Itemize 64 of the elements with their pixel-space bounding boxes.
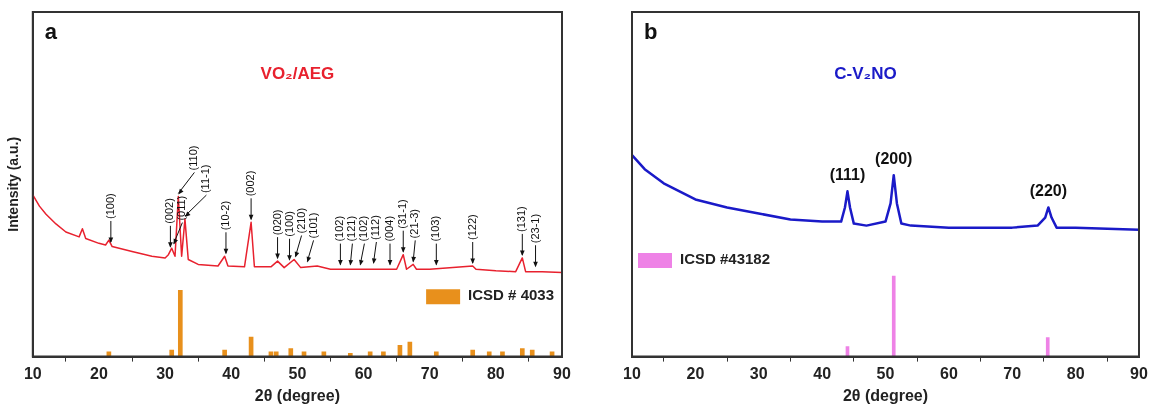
bar bbox=[273, 351, 279, 357]
annotation: (011) bbox=[175, 195, 188, 221]
annotation: (110) bbox=[187, 145, 200, 171]
annotation: (23-1) bbox=[528, 213, 541, 244]
annotation: (122) bbox=[465, 214, 478, 240]
x-tick-label: 10 bbox=[23, 364, 42, 382]
annotation: (10-2) bbox=[218, 200, 231, 231]
legend-label: ICSD #43182 bbox=[680, 250, 771, 268]
text: b bbox=[644, 19, 658, 45]
bar bbox=[381, 351, 386, 357]
annotation: (121) bbox=[345, 215, 358, 242]
x-tick-label: 10 bbox=[623, 364, 641, 382]
annotation: (11-1) bbox=[199, 164, 212, 194]
text: a bbox=[44, 19, 58, 45]
annotation: (31-1) bbox=[396, 199, 409, 229]
legend-label: ICSD # 4033 bbox=[468, 286, 555, 304]
x-axis-title: 2θ (degree) bbox=[842, 386, 929, 404]
x-tick-label: 40 bbox=[222, 364, 241, 382]
x-tick-label: 50 bbox=[876, 364, 895, 382]
annotation: (102) bbox=[333, 215, 346, 242]
x-tick-label: 20 bbox=[686, 364, 705, 382]
chart-title: C-V₂NO bbox=[834, 63, 897, 83]
x-tick-label: 80 bbox=[486, 364, 505, 382]
annotation: (112) bbox=[369, 215, 382, 240]
annotation: (102) bbox=[357, 215, 370, 242]
annotation: (002) bbox=[163, 198, 176, 224]
annotation: (101) bbox=[306, 212, 319, 239]
annotation: (131) bbox=[515, 206, 528, 232]
bar bbox=[500, 351, 505, 357]
bar bbox=[177, 289, 183, 357]
bar bbox=[222, 349, 227, 357]
bar bbox=[433, 351, 439, 357]
annotation: (002) bbox=[244, 170, 257, 197]
x-tick-label: 20 bbox=[90, 364, 108, 382]
x-tick-label: 80 bbox=[1066, 364, 1085, 382]
x-tick-label: 60 bbox=[354, 364, 373, 382]
chart-title: VO₂/AEG bbox=[260, 63, 335, 83]
bar bbox=[288, 348, 294, 357]
annotation: (210) bbox=[294, 207, 307, 234]
annotation: (100) bbox=[282, 211, 295, 237]
bar bbox=[486, 351, 492, 357]
x-tick-label: 90 bbox=[1130, 364, 1148, 382]
x-tick-label: 30 bbox=[156, 364, 175, 382]
x-tick-label: 70 bbox=[1003, 364, 1022, 382]
annotation: (111) bbox=[829, 165, 866, 183]
annotation: (103) bbox=[429, 215, 442, 242]
bar bbox=[529, 349, 535, 357]
x-tick-label: 40 bbox=[813, 364, 832, 382]
annotation: (21-3) bbox=[408, 209, 421, 239]
bar bbox=[519, 348, 525, 357]
y-axis-title: Intensity (a.u.) bbox=[5, 136, 22, 232]
x-tick-label: 30 bbox=[749, 364, 768, 382]
annotation: (100) bbox=[103, 193, 116, 219]
x-axis-title: 2θ (degree) bbox=[254, 386, 340, 404]
x-tick-label: 90 bbox=[553, 364, 571, 382]
annotation: (220) bbox=[1029, 181, 1068, 199]
annotation: (200) bbox=[875, 149, 913, 167]
bar bbox=[470, 349, 476, 357]
x-tick-label: 70 bbox=[420, 364, 439, 382]
x-tick-label: 50 bbox=[288, 364, 307, 382]
x-tick-label: 60 bbox=[939, 364, 958, 382]
annotation: (004) bbox=[383, 215, 396, 242]
bar bbox=[169, 349, 175, 357]
annotation: (020) bbox=[270, 209, 283, 236]
